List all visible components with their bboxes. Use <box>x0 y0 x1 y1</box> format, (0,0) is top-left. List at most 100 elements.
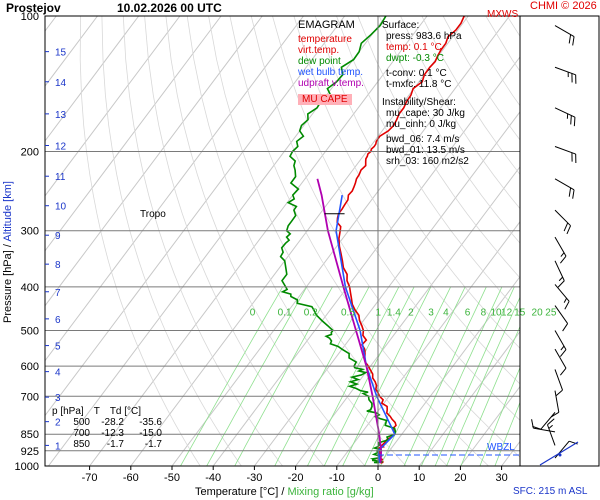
mu-cinh-value: mu_cinh: 0 J/kg <box>386 119 457 130</box>
isotherm-line <box>418 330 520 466</box>
level-table-cell: -12.3 <box>101 428 124 439</box>
isotherm-line <box>253 111 520 466</box>
mixing-ratio-label: 0 <box>250 308 256 319</box>
level-table-cell: -1.7 <box>144 439 162 450</box>
y-axis-label-separator: / <box>2 244 14 248</box>
wind-barb-flag <box>566 225 572 235</box>
level-table-cell: -1.7 <box>106 439 124 450</box>
mixing-ratio-label: 0.5 <box>341 308 355 319</box>
level-table-cell: -35.6 <box>139 417 162 428</box>
x-axis-label: Temperature [°C] / Mixing ratio [g/kg] <box>195 486 374 498</box>
wind-barb <box>554 330 567 350</box>
surface-wind-vector <box>539 441 579 466</box>
surface-title: Surface: <box>382 20 420 31</box>
wind-barb-flag <box>557 280 565 288</box>
mixing-ratio-line <box>494 401 520 466</box>
isotherm-line <box>295 165 520 466</box>
mu-cape-value: mu_cape: 30 J/kg <box>386 108 465 119</box>
mixing-ratio-line <box>180 286 283 466</box>
level-table: p [hPa] T Td [°C] 500 -28.2 -35.6 700 -1… <box>52 406 162 450</box>
pressure-tick-label: 700 <box>21 391 39 403</box>
mixing-ratio-label: 1 <box>376 308 382 319</box>
level-table-cell: 500 <box>73 417 90 428</box>
pressure-tick-label: 200 <box>21 146 39 158</box>
x-tick-label: -10 <box>329 472 345 484</box>
mixing-ratio-label: 25 <box>545 308 557 319</box>
dry-adiabat-line <box>272 16 520 421</box>
wind-barb <box>554 305 569 324</box>
series-dew-point-line <box>279 16 397 464</box>
mixing-ratio-label: 12 <box>501 308 513 319</box>
mixing-ratio-label: 3 <box>428 308 434 319</box>
mixing-ratio-label: 4 <box>443 308 449 319</box>
mixing-ratio-label: 2 <box>408 308 414 319</box>
series-udpraft-v-temp--line <box>316 178 383 464</box>
x-tick-label: 30 <box>495 472 507 484</box>
isotherm-line <box>543 16 600 466</box>
dry-adiabat-line <box>357 16 520 279</box>
level-table-row: 850 -1.7 -1.7 <box>52 439 162 450</box>
wind-barb <box>554 107 576 118</box>
level-table-col-p: p [hPa] <box>52 406 84 417</box>
srh-03-value: srh_03: 160 m2/s2 <box>386 156 469 167</box>
mixing-ratio-label: 15 <box>514 308 526 319</box>
wind-barb <box>554 209 571 227</box>
pressure-tick-label: 500 <box>21 326 39 338</box>
wind-barb-flag <box>548 424 553 429</box>
level-table-col-t: T <box>93 406 100 417</box>
sfc-altitude-label: SFC: 215 m ASL <box>513 486 588 497</box>
altitude-tick-label: 8 <box>55 260 61 271</box>
x-tick-label: -40 <box>205 472 221 484</box>
isotherm-line <box>45 16 181 197</box>
x-tick-label: -60 <box>123 472 139 484</box>
surface-box: Surface: press: 983.6 hPa temp: 0.1 °C d… <box>382 20 469 167</box>
bwd-01-value: bwd_01: 13.5 m/s <box>386 145 465 156</box>
isotherm-line <box>336 220 520 466</box>
altitude-tick-label: 11 <box>55 172 66 183</box>
altitude-tick-label: 12 <box>55 142 67 153</box>
level-table-row: 500 -28.2 -35.6 <box>52 417 162 428</box>
surface-temp: temp: 0.1 °C <box>386 42 442 53</box>
isotherm-line <box>459 385 520 466</box>
mixing-ratio-label: 0.2 <box>304 308 318 319</box>
isotherm-line <box>45 16 222 252</box>
x-axis-label-separator: / <box>281 486 285 498</box>
dry-adiabat-line <box>314 16 520 349</box>
mixing-ratio-label: 20 <box>532 308 544 319</box>
wind-barb-flag <box>559 349 567 357</box>
surface-tconv: t-conv: 0.1 °C <box>386 68 447 79</box>
isotherm-line <box>377 275 520 466</box>
pressure-tick-label: 850 <box>21 429 39 441</box>
dry-adiabat-line <box>485 16 520 72</box>
wind-barb <box>554 178 575 191</box>
level-table-cell: 850 <box>73 439 90 450</box>
wind-barb <box>554 284 570 302</box>
altitude-tick-label: 1 <box>55 441 61 452</box>
wind-barb <box>554 146 576 155</box>
wind-barb <box>547 424 556 446</box>
isotherm-line <box>212 56 520 466</box>
mixing-ratio-label: 8 <box>481 308 487 319</box>
altitude-tick-label: 13 <box>55 110 67 121</box>
legend-virt-temp: virt.temp. <box>298 45 340 56</box>
mixing-ratio-label: 6 <box>465 308 471 319</box>
altitude-tick-label: 2 <box>55 418 61 429</box>
level-table-header: p [hPa] T Td [°C] <box>52 406 162 417</box>
dry-adiabat-line <box>464 16 520 107</box>
level-table-row: 700 -12.3 -15.0 <box>52 428 162 439</box>
altitude-tick-label: 4 <box>55 368 61 379</box>
isotherm-line <box>45 16 263 307</box>
dry-adiabat-line <box>144 16 325 466</box>
level-table-cell: -15.0 <box>139 428 162 439</box>
x-tick-label: -30 <box>246 472 262 484</box>
mixing-ratio-label: 0.1 <box>278 308 292 319</box>
pressure-tick-label: 400 <box>21 282 39 294</box>
pressure-tick-label: 100 <box>21 11 39 23</box>
altitude-tick-label: 5 <box>55 342 61 353</box>
dry-adiabat-line <box>378 16 520 244</box>
wind-barb-flag <box>570 115 572 125</box>
legend-updraft: udpraft v.temp. <box>298 78 364 89</box>
x-tick-label: -70 <box>82 472 98 484</box>
wind-barb <box>554 25 575 37</box>
